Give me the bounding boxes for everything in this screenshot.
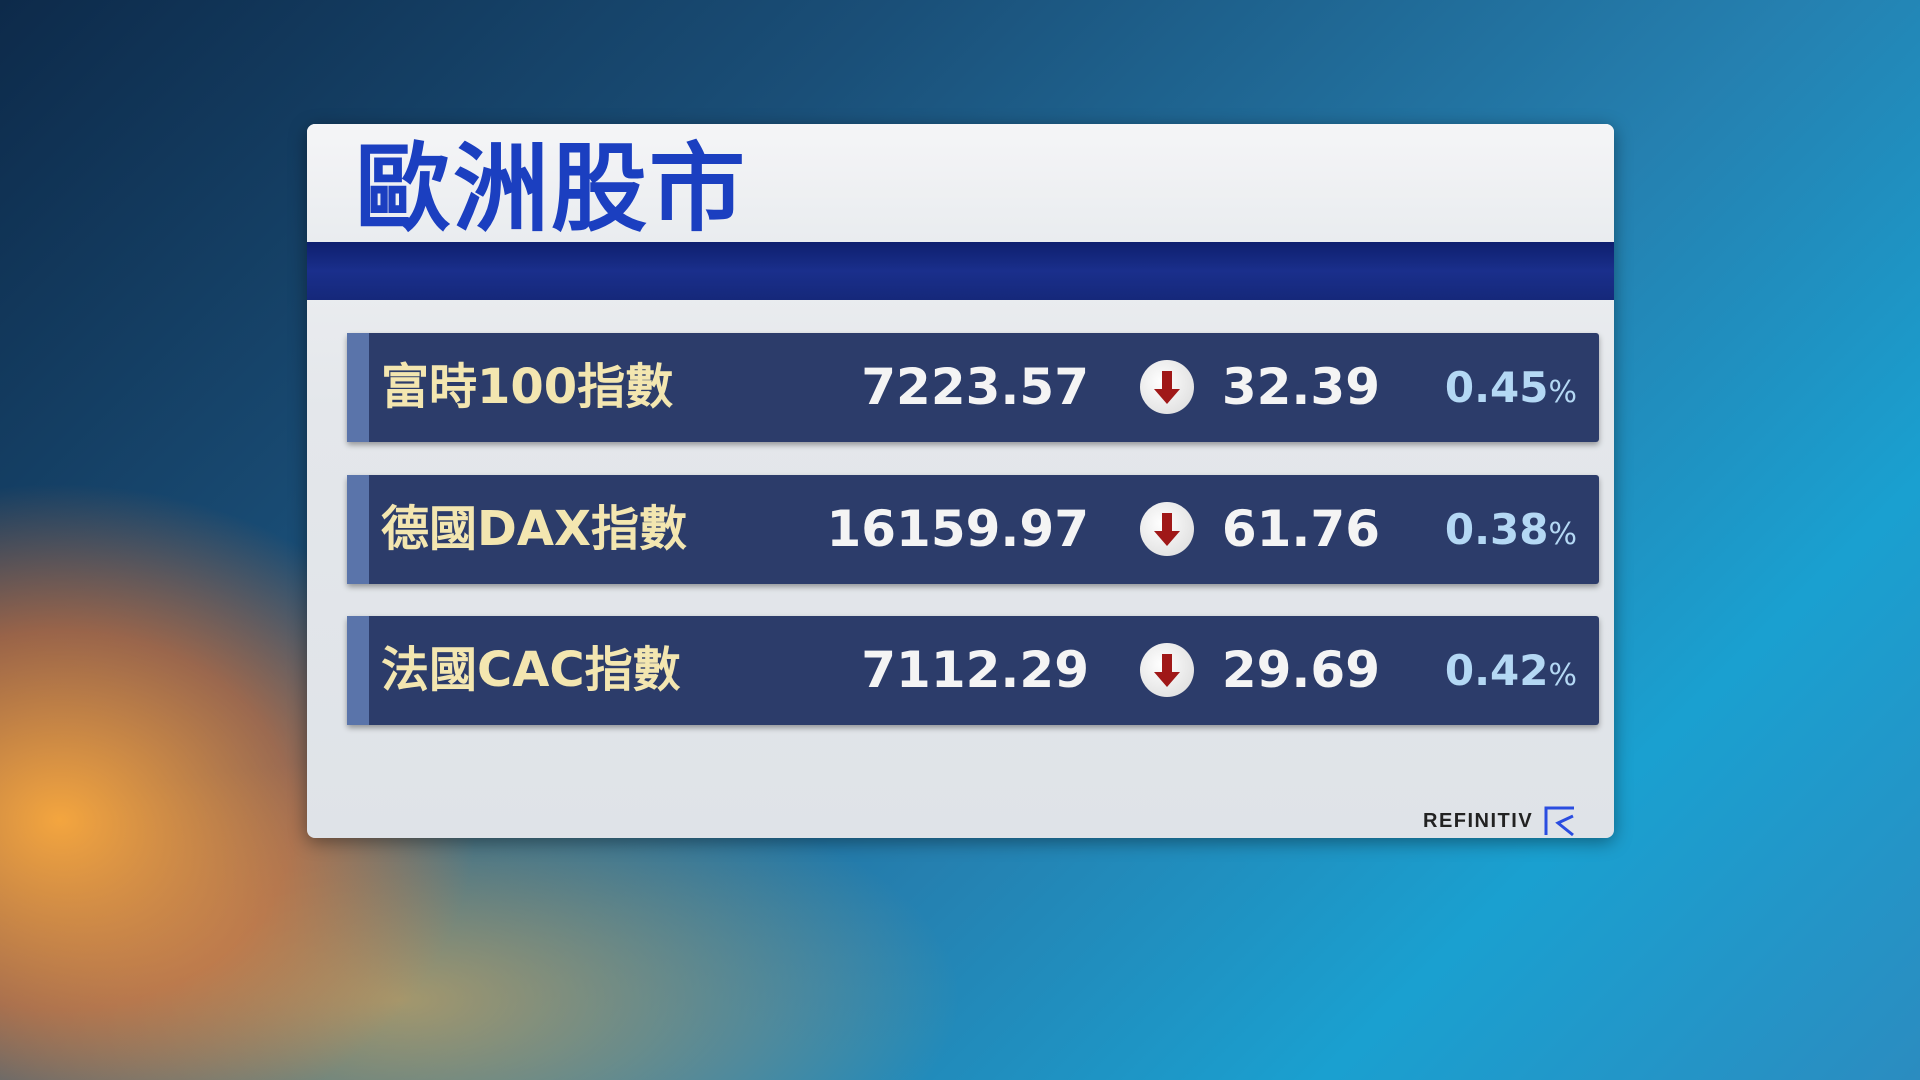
index-percent: 0.38% bbox=[1445, 475, 1577, 589]
down-arrow-icon bbox=[1140, 360, 1194, 414]
down-arrow-icon bbox=[1140, 502, 1194, 556]
index-change: 32.39 bbox=[1221, 358, 1380, 416]
index-name: 法國CAC指數 bbox=[381, 642, 681, 698]
refinitiv-logo: REFINITIV bbox=[1423, 805, 1577, 837]
refinitiv-r-icon bbox=[1544, 806, 1575, 837]
percent-value: 0.38 bbox=[1444, 505, 1549, 554]
index-change: 61.76 bbox=[1221, 500, 1380, 558]
index-name: 富時100指數 bbox=[381, 359, 674, 415]
index-row-dax: 德國DAX指數 16159.97 61.76 0.38% bbox=[347, 475, 1599, 584]
row-accent bbox=[347, 333, 369, 442]
index-row-cac: 法國CAC指數 7112.29 29.69 0.42% bbox=[347, 616, 1599, 725]
header-bar bbox=[307, 242, 1614, 300]
percent-value: 0.45 bbox=[1444, 363, 1549, 412]
index-name: 德國DAX指數 bbox=[381, 501, 688, 557]
percent-sign: % bbox=[1548, 658, 1577, 693]
index-row-ftse: 富時100指數 7223.57 32.39 0.45% bbox=[347, 333, 1599, 442]
percent-sign: % bbox=[1548, 375, 1577, 410]
title-band: 歐洲股市 bbox=[307, 124, 1614, 245]
index-value: 7223.57 bbox=[861, 358, 1089, 416]
brand-text: REFINITIV bbox=[1423, 809, 1534, 832]
index-value: 7112.29 bbox=[861, 641, 1089, 699]
percent-sign: % bbox=[1548, 517, 1577, 552]
panel-title: 歐洲股市 bbox=[355, 133, 747, 245]
index-change: 29.69 bbox=[1221, 641, 1380, 699]
index-percent: 0.42% bbox=[1445, 616, 1577, 730]
row-accent bbox=[347, 475, 369, 584]
market-panel: 歐洲股市 富時100指數 7223.57 32.39 0.45% 德國DAX指數… bbox=[307, 124, 1614, 838]
row-accent bbox=[347, 616, 369, 725]
down-arrow-icon bbox=[1140, 643, 1194, 697]
index-value: 16159.97 bbox=[826, 500, 1089, 558]
percent-value: 0.42 bbox=[1444, 646, 1549, 695]
index-percent: 0.45% bbox=[1445, 333, 1577, 447]
